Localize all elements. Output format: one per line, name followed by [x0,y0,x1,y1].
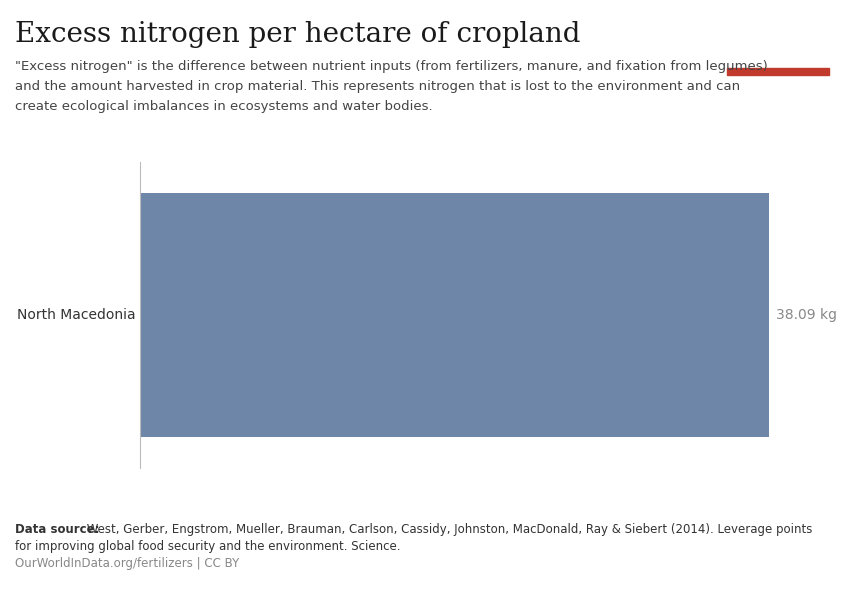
Text: North Macedonia: North Macedonia [17,308,136,322]
Bar [140,193,769,437]
Text: OurWorldInData.org/fertilizers | CC BY: OurWorldInData.org/fertilizers | CC BY [15,557,240,570]
Text: and the amount harvested in crop material. This represents nitrogen that is lost: and the amount harvested in crop materia… [15,80,740,93]
Text: Data source:: Data source: [15,523,99,536]
Text: create ecological imbalances in ecosystems and water bodies.: create ecological imbalances in ecosyste… [15,100,433,113]
Text: West, Gerber, Engstrom, Mueller, Brauman, Carlson, Cassidy, Johnston, MacDonald,: West, Gerber, Engstrom, Mueller, Brauman… [83,523,813,536]
Text: Excess nitrogen per hectare of cropland: Excess nitrogen per hectare of cropland [15,21,581,48]
Text: 38.09 kg: 38.09 kg [776,308,837,322]
Text: in Data: in Data [757,44,798,55]
Text: for improving global food security and the environment. Science.: for improving global food security and t… [15,540,401,553]
Bar [727,68,829,75]
Text: "Excess nitrogen" is the difference between nutrient inputs (from fertilizers, m: "Excess nitrogen" is the difference betw… [15,60,768,73]
Text: Our World: Our World [750,27,806,37]
